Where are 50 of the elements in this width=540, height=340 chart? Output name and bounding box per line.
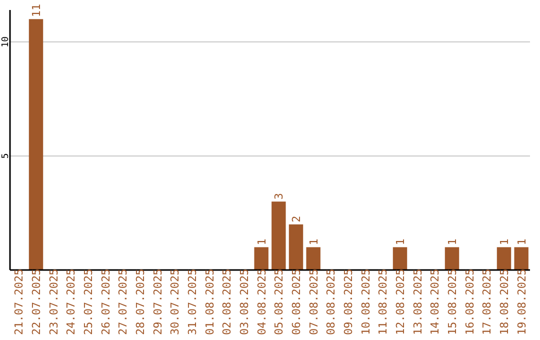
data-label: 1 xyxy=(446,238,459,246)
bar xyxy=(28,19,44,270)
data-label: 1 xyxy=(307,238,320,246)
x-tick-label: 07.08.2025 xyxy=(307,268,320,335)
bar xyxy=(444,247,460,270)
x-tick-label: 11.08.2025 xyxy=(376,268,390,335)
bar xyxy=(288,224,304,270)
x-tick-label: 21.07.2025 xyxy=(12,268,26,335)
x-tick-label: 24.07.2025 xyxy=(64,268,78,335)
x-tick-label: 01.08.2025 xyxy=(203,268,216,335)
x-tick-label: 25.07.2025 xyxy=(82,268,95,335)
x-tick-label: 13.08.2025 xyxy=(411,268,424,335)
bar xyxy=(272,202,286,270)
data-label: 1 xyxy=(255,238,268,246)
data-label: 1 xyxy=(515,238,528,246)
bar xyxy=(496,247,512,270)
x-tick-label: 18.08.2025 xyxy=(498,268,511,335)
x-tick-label: 19.08.2025 xyxy=(515,268,528,335)
x-tick-label: 15.08.2025 xyxy=(446,268,459,335)
bar xyxy=(306,247,320,270)
data-label: 1 xyxy=(498,238,511,246)
x-tick-label: 26.07.2025 xyxy=(99,268,112,335)
x-tick-label: 05.08.2025 xyxy=(272,268,286,335)
x-tick-label: 08.08.2025 xyxy=(324,268,338,335)
x-tick-label: 22.07.2025 xyxy=(30,268,43,335)
x-tick-label: 31.07.2025 xyxy=(186,268,199,335)
data-label: 2 xyxy=(290,216,303,222)
x-tick-label: 29.07.2025 xyxy=(151,268,164,335)
x-tick-label: 16.08.2025 xyxy=(463,268,476,335)
x-tick-label: 23.07.2025 xyxy=(47,268,60,335)
x-tick-label: 04.08.2025 xyxy=(255,268,268,335)
x-tick-label: 27.07.2025 xyxy=(116,268,130,335)
data-label: 11 xyxy=(30,4,43,18)
x-tick-label: 09.08.2025 xyxy=(342,268,355,335)
data-label: 1 xyxy=(394,238,407,246)
data-label: 3 xyxy=(272,192,286,200)
y-tick-label: 5 xyxy=(1,153,11,159)
x-tick-label: 06.08.2025 xyxy=(290,268,303,335)
x-tick-label: 14.08.2025 xyxy=(428,268,442,335)
x-tick-label: 17.08.2025 xyxy=(480,268,494,335)
y-tick-label: 10 xyxy=(1,36,11,48)
x-tick-label: 03.08.2025 xyxy=(238,268,251,335)
x-tick-label: 28.07.2025 xyxy=(134,268,147,335)
x-tick-label: 12.08.2025 xyxy=(394,268,407,335)
bar xyxy=(514,247,528,270)
x-tick-label: 02.08.2025 xyxy=(220,268,234,335)
x-tick-label: 30.07.2025 xyxy=(168,268,182,335)
bar xyxy=(254,247,268,270)
x-tick-label: 10.08.2025 xyxy=(359,268,372,335)
bar xyxy=(392,247,408,270)
